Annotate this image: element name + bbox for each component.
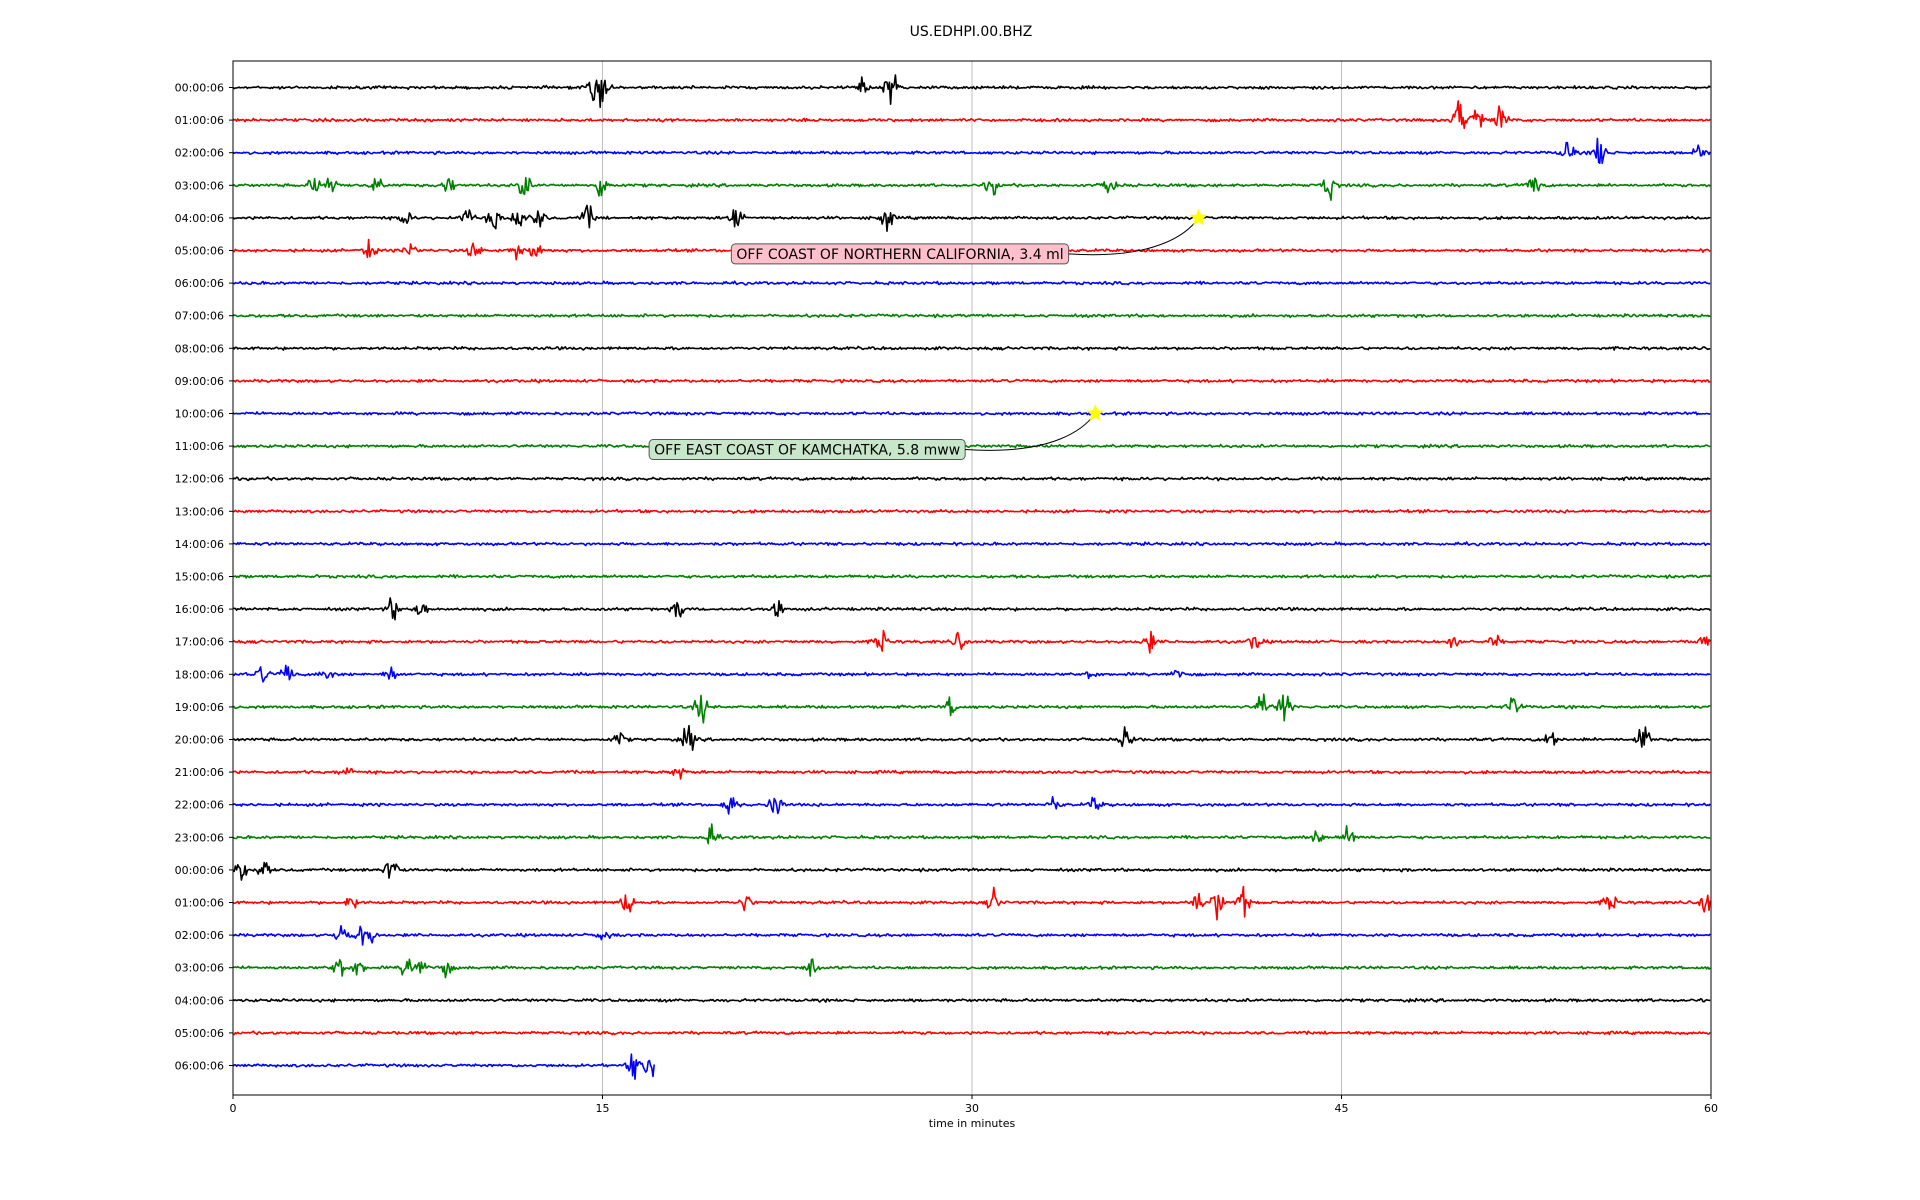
- grid-lines: [602, 61, 1342, 1095]
- row-time-label: 10:00:06: [175, 408, 224, 421]
- row-time-label: 02:00:06: [175, 929, 224, 942]
- row-time-label: 06:00:06: [175, 1060, 224, 1073]
- row-time-label: 04:00:06: [175, 212, 224, 225]
- row-time-label: 22:00:06: [175, 799, 224, 812]
- trace-row-6: [232, 280, 1711, 286]
- row-time-label: 21:00:06: [175, 766, 224, 779]
- trace-lines: [232, 74, 1711, 1080]
- trace-row-19: [233, 693, 1711, 724]
- row-time-label: 05:00:06: [175, 245, 224, 258]
- trace-row-4: [232, 204, 1711, 232]
- x-axis-label: time in minutes: [929, 1117, 1016, 1130]
- row-time-label: 11:00:06: [175, 440, 224, 453]
- trace-row-16: [232, 597, 1711, 621]
- trace-row-13: [232, 508, 1711, 514]
- trace-row-18: [232, 664, 1711, 683]
- row-time-label: 03:00:06: [175, 179, 224, 192]
- trace-row-3: [232, 176, 1711, 201]
- trace-row-0: [232, 74, 1711, 108]
- trace-row-2: [232, 137, 1711, 164]
- annotation-label: OFF COAST OF NORTHERN CALIFORNIA, 3.4 ml: [736, 247, 1063, 263]
- row-time-labels: 00:00:06 01:00:06 02:00:06 03:00:06 04:00:06…: [175, 82, 233, 1073]
- trace-row-21: [232, 767, 1711, 780]
- row-time-label: 17:00:06: [175, 636, 224, 649]
- trace-row-25: [232, 885, 1711, 921]
- row-time-label: 01:00:06: [175, 114, 224, 127]
- row-time-label: 13:00:06: [175, 505, 224, 518]
- row-time-label: 04:00:06: [175, 994, 224, 1007]
- x-tick-label: 45: [1335, 1102, 1349, 1115]
- row-time-label: 12:00:06: [175, 473, 224, 486]
- annotation-connector: [1068, 217, 1200, 256]
- event-annotations: OFF COAST OF NORTHERN CALIFORNIA, 3.4 ml…: [648, 208, 1208, 460]
- x-tick-label: 0: [230, 1102, 237, 1115]
- row-time-label: 06:00:06: [175, 277, 224, 290]
- x-tick-label: 30: [965, 1102, 979, 1115]
- chart-title: US.EDHPI.00.BHZ: [910, 24, 1033, 40]
- row-time-label: 19:00:06: [175, 701, 224, 714]
- x-tick-label: 15: [596, 1102, 610, 1115]
- trace-row-12: [232, 476, 1711, 482]
- trace-row-17: [232, 629, 1711, 654]
- trace-row-7: [232, 313, 1711, 319]
- trace-row-14: [232, 541, 1711, 547]
- x-axis-ticks: 0 15 30 45 60: [230, 1095, 1718, 1115]
- trace-row-11: [232, 443, 1711, 449]
- event-star-marker: [1189, 208, 1208, 226]
- row-time-label: 18:00:06: [175, 668, 224, 681]
- trace-row-1: [232, 100, 1711, 130]
- x-tick-label: 60: [1704, 1102, 1718, 1115]
- row-time-label: 02:00:06: [175, 147, 224, 160]
- row-time-label: 09:00:06: [175, 375, 224, 388]
- trace-row-10: [232, 411, 1711, 416]
- row-time-label: 05:00:06: [175, 1027, 224, 1040]
- annotation-0: OFF COAST OF NORTHERN CALIFORNIA, 3.4 ml: [730, 208, 1208, 265]
- annotation-label: OFF EAST COAST OF KAMCHATKA, 5.8 mww: [654, 443, 960, 459]
- row-time-label: 00:00:06: [175, 864, 224, 877]
- trace-row-20: [232, 724, 1711, 751]
- row-time-label: 08:00:06: [175, 342, 224, 355]
- row-time-label: 23:00:06: [175, 831, 224, 844]
- trace-row-27: [232, 958, 1711, 979]
- row-time-label: 01:00:06: [175, 897, 224, 910]
- row-time-label: 20:00:06: [175, 734, 224, 747]
- trace-row-30: [232, 1053, 655, 1080]
- row-time-label: 16:00:06: [175, 603, 224, 616]
- trace-row-15: [232, 574, 1711, 580]
- trace-row-8: [232, 345, 1711, 351]
- trace-row-26: [232, 925, 1711, 946]
- row-time-label: 03:00:06: [175, 962, 224, 975]
- trace-row-29: [232, 1030, 1711, 1036]
- row-time-label: 14:00:06: [175, 538, 224, 551]
- event-star-marker: [1086, 404, 1105, 422]
- row-time-label: 15:00:06: [175, 571, 224, 584]
- row-time-label: 07:00:06: [175, 310, 224, 323]
- annotation-1: OFF EAST COAST OF KAMCHATKA, 5.8 mww: [648, 404, 1105, 460]
- trace-row-28: [232, 997, 1711, 1003]
- trace-row-22: [232, 796, 1711, 815]
- trace-row-9: [232, 378, 1711, 384]
- row-time-label: 00:00:06: [175, 82, 224, 95]
- trace-row-24: [232, 861, 1711, 881]
- trace-row-23: [232, 823, 1711, 845]
